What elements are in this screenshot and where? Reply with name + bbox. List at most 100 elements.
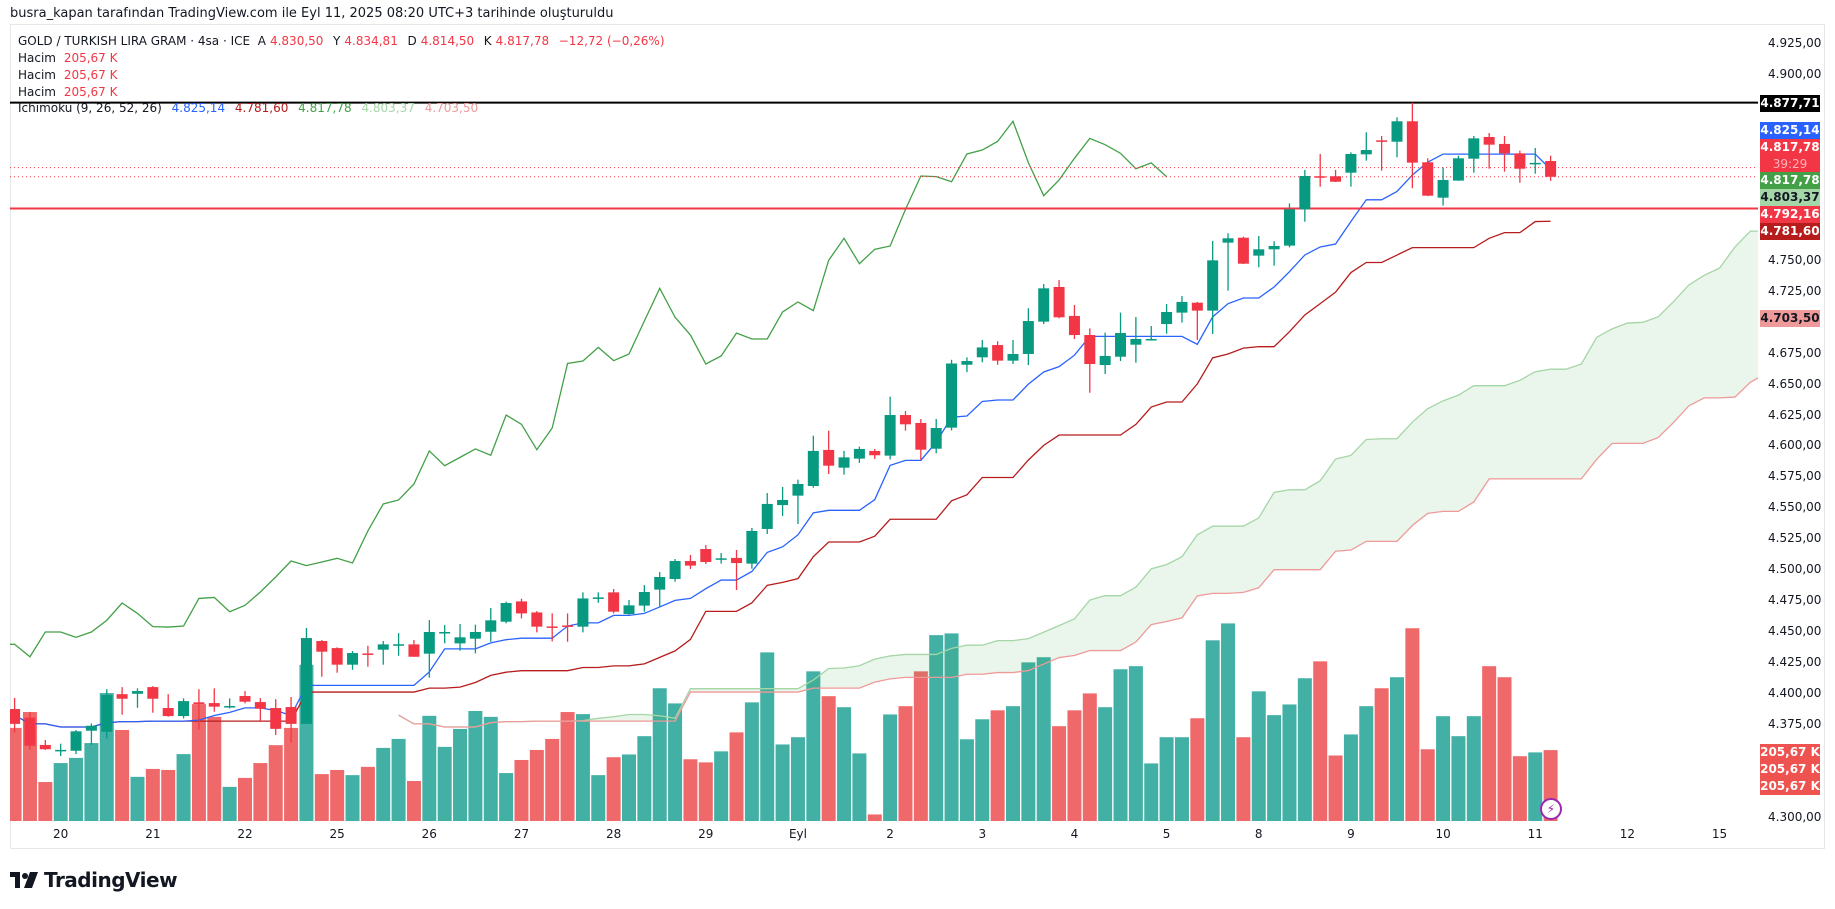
candle xyxy=(869,448,881,459)
price-badge: 4.703,50 xyxy=(1760,310,1820,327)
candle-body xyxy=(1345,153,1357,173)
volume-bar xyxy=(729,732,744,821)
cloud-segment xyxy=(659,715,676,722)
volume-bar xyxy=(238,777,252,821)
leading-span-a-line xyxy=(398,230,1758,728)
cloud-segment xyxy=(1212,526,1229,594)
cloud-segment xyxy=(874,655,891,683)
cloud-segment xyxy=(920,654,937,678)
ichimoku-legend[interactable]: Ichimoku (9, 26, 52, 26) 4.825,14 4.781,… xyxy=(18,101,484,115)
candle xyxy=(930,418,942,454)
volume-bar xyxy=(38,782,53,821)
candle-body xyxy=(362,653,374,655)
cloud-segment xyxy=(813,668,829,689)
chart-panel[interactable] xyxy=(10,24,1825,849)
price-tick-label: 4.600,00 xyxy=(1768,438,1822,453)
candle xyxy=(669,559,681,582)
time-tick-label: 20 xyxy=(53,827,69,841)
volume-bar xyxy=(222,786,237,821)
candle xyxy=(592,592,604,603)
volume-bar xyxy=(84,743,99,821)
candle-body xyxy=(1406,121,1418,163)
candle-body xyxy=(1007,353,1019,361)
candle-body xyxy=(608,592,620,612)
volume-bar xyxy=(1405,628,1420,821)
candle-body xyxy=(700,549,712,563)
candle xyxy=(1130,317,1142,363)
cloud-segment xyxy=(1658,301,1674,438)
candle-body xyxy=(654,577,666,590)
candle xyxy=(1514,150,1526,183)
open-label: A xyxy=(257,34,266,48)
candle xyxy=(1207,240,1219,335)
symbol-legend[interactable]: GOLD / TURKISH LIRA GRAM · 4sa · ICE A 4.… xyxy=(18,33,667,101)
candle-body xyxy=(1053,286,1065,318)
candle-body xyxy=(1237,237,1249,264)
cloud-segment xyxy=(782,688,798,693)
volume-bar xyxy=(591,775,606,821)
volume-bar xyxy=(806,671,821,821)
cloud-segment xyxy=(828,667,845,689)
cloud-segment xyxy=(1827,201,1835,355)
candle xyxy=(1053,280,1065,319)
symbol-title: GOLD / TURKISH LIRA GRAM · 4sa · ICE xyxy=(18,34,251,48)
volume-bar xyxy=(1052,726,1067,821)
candle xyxy=(316,640,328,677)
tradingview-logo[interactable]: TradingView xyxy=(10,868,178,892)
candle-body xyxy=(562,625,574,627)
time-tick-label: Eyl xyxy=(788,827,807,841)
candle xyxy=(178,698,190,719)
candle xyxy=(823,430,835,474)
cloud-segment xyxy=(1274,489,1290,570)
change-value: −12,72 (−0,26%) xyxy=(558,34,665,48)
volume-bar xyxy=(545,738,560,821)
price-tick-label: 4.550,00 xyxy=(1768,500,1822,515)
volume-bar xyxy=(406,781,421,821)
cloud-segment xyxy=(1458,385,1474,512)
lead-b-value: 4.703,50 xyxy=(424,101,479,115)
cloud-segment xyxy=(1166,556,1182,622)
candle xyxy=(224,698,236,709)
candle xyxy=(147,686,159,713)
candle-body xyxy=(777,499,789,506)
candle-body xyxy=(1191,302,1203,311)
cloud-segment xyxy=(1412,408,1428,526)
candle-body xyxy=(1437,179,1449,198)
volume-bar xyxy=(867,814,882,821)
volume-legend-row[interactable]: Hacim 205,67 K xyxy=(18,50,667,67)
volume-bar xyxy=(1113,669,1128,821)
lightning-icon[interactable]: ⚡ xyxy=(1540,798,1562,820)
candles xyxy=(10,102,1557,757)
volume-legend-row[interactable]: Hacim 205,67 K xyxy=(18,84,667,101)
candle-body xyxy=(500,603,512,622)
candle-body xyxy=(116,694,128,699)
candle-body xyxy=(316,641,328,652)
volume-bar xyxy=(391,738,406,821)
price-tick-label: 4.750,00 xyxy=(1768,252,1822,267)
candle-body xyxy=(884,415,896,456)
candle-body xyxy=(331,648,343,665)
candle xyxy=(961,357,973,373)
cloud-segment xyxy=(1151,564,1167,625)
candle-body xyxy=(270,708,282,729)
candle-body xyxy=(1268,245,1280,250)
volume-bar xyxy=(176,754,191,821)
cloud-segment xyxy=(1673,284,1689,423)
candle xyxy=(1161,304,1173,334)
cloud-segment xyxy=(1734,231,1751,398)
horizontal-lines[interactable] xyxy=(10,101,1758,210)
time-tick-label: 4 xyxy=(1070,827,1079,841)
candle xyxy=(1145,325,1157,341)
candle xyxy=(131,688,143,708)
candle-body xyxy=(1222,238,1234,243)
candle xyxy=(347,651,359,670)
volume-bar xyxy=(1282,704,1297,821)
candle xyxy=(1237,236,1249,265)
volume-legend-row[interactable]: Hacim 205,67 K xyxy=(18,67,667,84)
candle-body xyxy=(162,708,174,717)
candle xyxy=(562,613,574,642)
candle xyxy=(638,585,650,612)
cloud-segment xyxy=(705,688,722,693)
cloud-segment xyxy=(613,714,629,722)
